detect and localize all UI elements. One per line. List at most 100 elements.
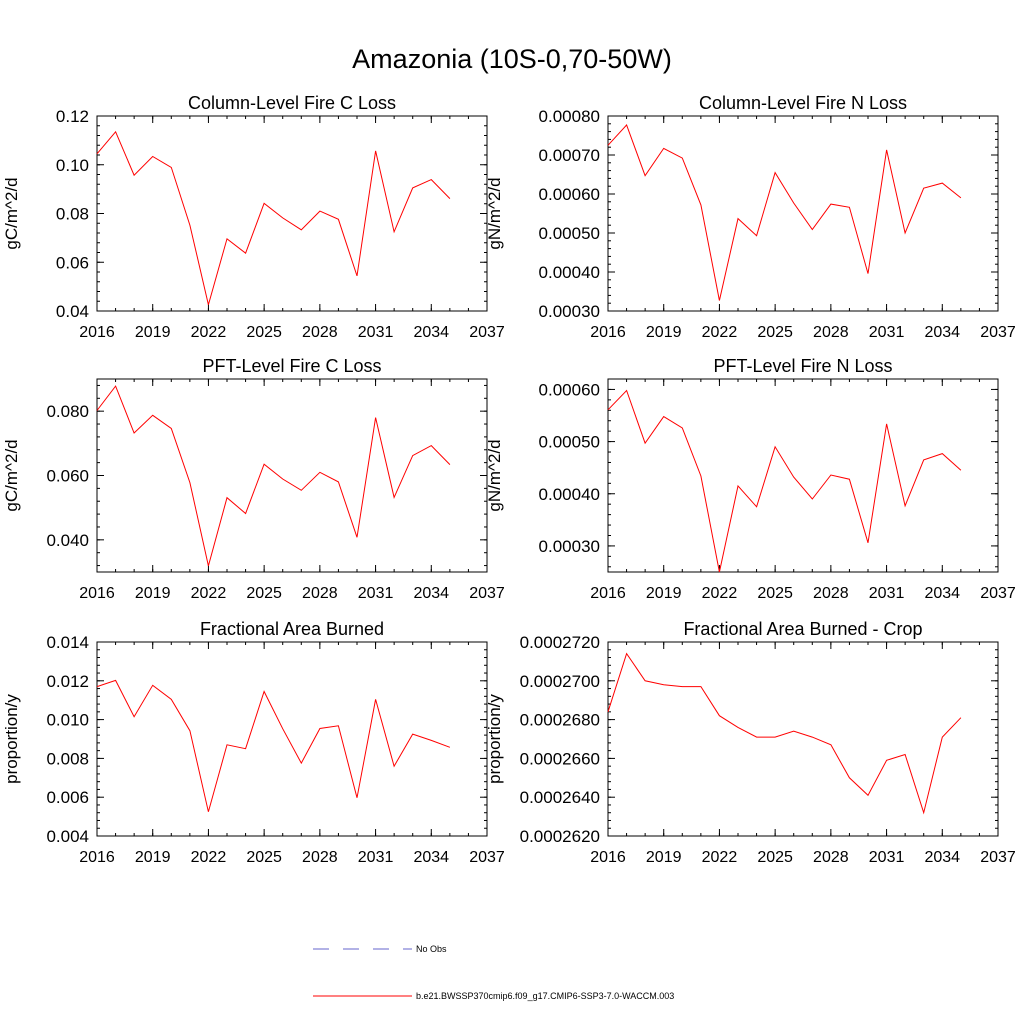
x-tick-label: 2034: [924, 849, 960, 866]
y-tick-label: 0.012: [46, 672, 89, 691]
y-tick-label: 0.12: [56, 107, 89, 126]
panel-title: Column-Level Fire N Loss: [699, 93, 907, 113]
y-tick-label: 0.0002660: [520, 749, 600, 768]
x-tick-label: 2016: [79, 324, 115, 341]
x-tick-label: 2019: [646, 324, 682, 341]
x-tick-label: 2019: [646, 849, 682, 866]
y-tick-label: 0.00030: [539, 537, 600, 556]
y-tick-label: 0.014: [46, 633, 89, 652]
x-tick-label: 2025: [246, 849, 282, 866]
y-tick-label: 0.06: [56, 253, 89, 272]
panel-title: Fractional Area Burned: [200, 619, 384, 639]
y-tick-label: 0.0002720: [520, 633, 600, 652]
panel-title: Column-Level Fire C Loss: [188, 93, 396, 113]
y-tick-label: 0.08: [56, 205, 89, 224]
x-tick-label: 2022: [702, 585, 738, 602]
x-tick-label: 2031: [358, 849, 394, 866]
x-tick-label: 2022: [191, 849, 227, 866]
x-tick-label: 2016: [79, 585, 115, 602]
x-tick-label: 2028: [302, 849, 338, 866]
x-tick-label: 2022: [191, 324, 227, 341]
y-axis-label: gC/m^2/d: [2, 439, 21, 511]
x-tick-label: 2019: [135, 585, 171, 602]
series-line: [607, 389, 962, 573]
x-tick-label: 2037: [469, 324, 505, 341]
y-tick-label: 0.040: [46, 531, 89, 550]
y-axis-label: proportion/y: [485, 694, 504, 784]
series-line: [607, 124, 962, 301]
x-tick-label: 2022: [702, 849, 738, 866]
y-tick-label: 0.00050: [539, 433, 600, 452]
plot-frame: [607, 378, 999, 573]
x-tick-label: 2037: [980, 585, 1016, 602]
x-tick-label: 2034: [924, 324, 960, 341]
x-tick-label: 2025: [757, 324, 793, 341]
x-tick-label: 2031: [869, 849, 905, 866]
x-tick-label: 2034: [413, 585, 449, 602]
x-tick-label: 2037: [980, 324, 1016, 341]
legend-label-model: b.e21.BWSSP370cmip6.f09_g17.CMIP6-SSP3-7…: [416, 991, 674, 1001]
chart-panel: 2016 2019 2022 2025 2028 2031 2034 2037 0.00030 0…: [485, 93, 1016, 341]
x-tick-label: 2028: [813, 585, 849, 602]
figure-title: Amazonia (10S-0,70-50W): [352, 44, 672, 74]
plot-frame: [96, 641, 488, 837]
y-tick-label: 0.0002680: [520, 711, 600, 730]
y-tick-label: 0.04: [56, 302, 89, 321]
chart-panel: 2016 2019 2022 2025 2028 2031 2034 2037 0.04 0.06…: [2, 93, 505, 341]
x-tick-label: 2016: [590, 849, 626, 866]
x-tick-label: 2031: [358, 324, 394, 341]
x-tick-label: 2037: [469, 849, 505, 866]
chart-panels: 2016 2019 2022 2025 2028 2031 2034 2037 0.04 0.06…: [2, 93, 1016, 866]
x-tick-label: 2028: [302, 585, 338, 602]
y-tick-label: 0.060: [46, 467, 89, 486]
series-line: [96, 679, 451, 812]
panel-title: Fractional Area Burned - Crop: [683, 619, 922, 639]
y-tick-label: 0.00070: [539, 146, 600, 165]
x-tick-label: 2025: [757, 585, 793, 602]
x-tick-label: 2019: [135, 849, 171, 866]
x-tick-label: 2019: [646, 585, 682, 602]
chart-panel: 2016 2019 2022 2025 2028 2031 2034 2037 0.000262…: [485, 619, 1016, 866]
legend: No Obs b.e21.BWSSP370cmip6.f09_g17.CMIP6…: [313, 944, 674, 1001]
x-tick-label: 2025: [246, 585, 282, 602]
y-axis-label: gC/m^2/d: [2, 177, 21, 249]
y-tick-label: 0.00040: [539, 263, 600, 282]
y-tick-label: 0.00050: [539, 224, 600, 243]
x-tick-label: 2016: [79, 849, 115, 866]
x-tick-label: 2019: [135, 324, 171, 341]
y-tick-label: 0.00080: [539, 107, 600, 126]
chart-panel: 2016 2019 2022 2025 2028 2031 2034 2037 0.004 0.0…: [2, 619, 505, 866]
y-tick-label: 0.00060: [539, 380, 600, 399]
x-tick-label: 2028: [302, 324, 338, 341]
series-line: [96, 385, 451, 567]
plot-frame: [96, 115, 488, 312]
y-tick-label: 0.0002620: [520, 827, 600, 846]
y-tick-label: 0.004: [46, 827, 89, 846]
chart-panel: 2016 2019 2022 2025 2028 2031 2034 2037 0.040 0.0…: [2, 356, 505, 602]
plot-frame: [607, 641, 999, 837]
x-tick-label: 2031: [358, 585, 394, 602]
y-axis-label: proportion/y: [2, 694, 21, 784]
series-line: [607, 652, 962, 815]
y-axis-label: gN/m^2/d: [485, 177, 504, 249]
x-tick-label: 2016: [590, 585, 626, 602]
y-tick-label: 0.080: [46, 402, 89, 421]
y-tick-label: 0.010: [46, 711, 89, 730]
x-tick-label: 2022: [702, 324, 738, 341]
x-tick-label: 2031: [869, 585, 905, 602]
y-tick-label: 0.0002640: [520, 788, 600, 807]
y-tick-label: 0.0002700: [520, 672, 600, 691]
chart-panel: 2016 2019 2022 2025 2028 2031 2034 2037 0.00030 0…: [485, 356, 1016, 602]
x-tick-label: 2037: [469, 585, 505, 602]
x-tick-label: 2037: [980, 849, 1016, 866]
y-tick-label: 0.00040: [539, 485, 600, 504]
x-tick-label: 2016: [590, 324, 626, 341]
series-line: [96, 130, 451, 305]
x-tick-label: 2022: [191, 585, 227, 602]
y-tick-label: 0.006: [46, 788, 89, 807]
x-tick-label: 2034: [413, 849, 449, 866]
plot-frame: [96, 378, 488, 573]
x-tick-label: 2034: [924, 585, 960, 602]
panel-title: PFT-Level Fire N Loss: [713, 356, 892, 376]
